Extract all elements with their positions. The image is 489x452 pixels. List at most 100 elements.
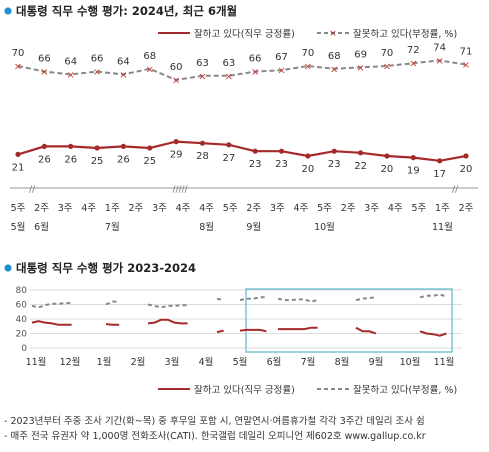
x-tick-week: 2주 bbox=[459, 203, 474, 214]
x-tick-month: 5월 bbox=[233, 356, 248, 368]
positive-point-marker bbox=[278, 148, 285, 154]
footnote-2: - 매주 전국 유권자 약 1,000명 전화조사(CATI). 한국갤럽 데일… bbox=[4, 431, 426, 442]
x-tick-week: 2주 bbox=[34, 203, 49, 214]
negative-data-label: 66 bbox=[38, 54, 51, 65]
negative-data-label: 70 bbox=[12, 48, 25, 59]
positive-data-label: 22 bbox=[354, 161, 367, 172]
x-tick-month: 11월 bbox=[434, 356, 455, 368]
negative-data-label: 74 bbox=[433, 42, 446, 53]
positive-data-label: 25 bbox=[143, 156, 156, 167]
negative-point-marker: × bbox=[146, 64, 154, 75]
x-tick-week: 2주 bbox=[246, 203, 261, 214]
series-negative-line bbox=[17, 59, 467, 82]
x-tick-week: 5주 bbox=[11, 203, 26, 214]
positive-point-marker bbox=[410, 155, 416, 161]
negative-data-label: 64 bbox=[64, 56, 77, 67]
x-tick-month: 7월 bbox=[301, 356, 316, 368]
positive-point-marker bbox=[199, 140, 206, 146]
x-tick-week: 1주 bbox=[105, 203, 120, 214]
x-tick-week: 4주 bbox=[199, 203, 214, 214]
negative-point-marker: × bbox=[198, 71, 206, 82]
negative-data-label: 68 bbox=[328, 51, 341, 62]
legend2-positive-label: 잘하고 있다(직무 긍정률) bbox=[194, 384, 295, 396]
series-negative-segment bbox=[105, 300, 120, 306]
x-tick-month: 8월 bbox=[335, 356, 350, 368]
x-tick-week: 4주 bbox=[388, 203, 403, 214]
positive-point-marker bbox=[68, 143, 74, 149]
legend-negative-marker: × bbox=[329, 29, 337, 39]
chart-title-1: 대통령 직무 수행 평가: 2024년, 최근 6개월 bbox=[16, 4, 237, 18]
positive-data-label: 23 bbox=[328, 159, 341, 170]
x-tick-month: 3월 bbox=[165, 356, 180, 368]
series-positive-segment bbox=[239, 328, 267, 333]
x-tick-month: 6월 bbox=[267, 356, 282, 368]
positive-data-label: 28 bbox=[196, 151, 209, 162]
negative-data-label: 68 bbox=[143, 51, 156, 62]
negative-data-label: 71 bbox=[460, 47, 473, 58]
x-tick-month: 5월 bbox=[11, 221, 26, 233]
positive-data-label: 17 bbox=[433, 169, 446, 180]
negative-point-marker: × bbox=[330, 64, 338, 75]
negative-point-marker: × bbox=[251, 67, 259, 78]
negative-point-marker: × bbox=[409, 59, 417, 70]
series-negative-segment bbox=[239, 296, 267, 302]
x-tick-week: 5주 bbox=[317, 203, 332, 214]
positive-point-marker bbox=[305, 153, 311, 159]
positive-point-marker bbox=[252, 148, 258, 154]
positive-data-label: 27 bbox=[222, 153, 235, 164]
series-positive-segment bbox=[216, 329, 224, 334]
negative-point-marker: × bbox=[304, 62, 312, 73]
negative-data-label: 64 bbox=[117, 56, 130, 67]
positive-point-marker bbox=[94, 145, 100, 151]
positive-point-marker bbox=[331, 148, 337, 154]
negative-data-label: 66 bbox=[91, 54, 104, 65]
legend-negative-label: 잘못하고 있다(부정률, %) bbox=[353, 28, 457, 40]
series-negative-segment bbox=[216, 297, 224, 302]
series-positive-segment bbox=[105, 323, 120, 326]
negative-point-marker: × bbox=[277, 66, 285, 77]
x-tick-week: 2주 bbox=[341, 203, 356, 214]
x-tick-week: 5주 bbox=[223, 203, 238, 214]
x-tick-week: 4주 bbox=[294, 203, 309, 214]
x-tick-month: 11월 bbox=[26, 356, 47, 368]
positive-data-label: 23 bbox=[249, 159, 262, 170]
x-tick-week: 4주 bbox=[176, 203, 191, 214]
positive-point-marker bbox=[120, 143, 127, 149]
negative-point-marker: × bbox=[383, 62, 391, 73]
negative-data-label: 69 bbox=[354, 49, 367, 60]
footnotes: - 2023년부터 주중 조사 기간(화~목) 중 후무일 포함 시, 연말연시… bbox=[4, 414, 486, 444]
negative-data-label: 70 bbox=[381, 48, 394, 59]
x-tick-month: 6월 bbox=[34, 221, 49, 233]
x-tick-week: 3주 bbox=[152, 203, 167, 214]
series-negative-segment bbox=[355, 296, 376, 302]
positive-data-label: 23 bbox=[275, 159, 288, 170]
negative-point-marker: × bbox=[225, 71, 233, 82]
chart-2: 0 20 40 60 80 11월 12월 1월 2월 3월 4월 5월 6월 7월 8월 9월 10월 11월 bbox=[16, 286, 462, 368]
positive-point-marker bbox=[173, 139, 179, 145]
axis-break-mark: // bbox=[452, 185, 459, 195]
negative-data-label: 66 bbox=[249, 54, 262, 65]
negative-point-marker: × bbox=[356, 63, 364, 74]
positive-data-label: 25 bbox=[91, 156, 104, 167]
positive-data-label: 29 bbox=[170, 150, 183, 161]
x-tick-week: 2주 bbox=[128, 203, 143, 214]
positive-data-label: 21 bbox=[12, 162, 25, 173]
axis-break-mark: ///// bbox=[172, 185, 188, 195]
axis-break-mark: // bbox=[29, 185, 36, 195]
y-tick-label: 40 bbox=[16, 315, 28, 325]
y-tick-label: 80 bbox=[16, 286, 28, 296]
positive-point-marker bbox=[384, 153, 390, 159]
x-tick-week: 5주 bbox=[411, 203, 426, 214]
positive-point-marker bbox=[357, 150, 364, 156]
negative-point-marker: × bbox=[435, 56, 443, 67]
negative-point-marker: × bbox=[462, 60, 470, 71]
highlight-recent-period bbox=[245, 288, 453, 353]
series-negative-segment bbox=[419, 293, 447, 299]
series-positive-segment bbox=[278, 326, 318, 331]
x-tick-month: 2월 bbox=[131, 356, 146, 368]
negative-point-marker: × bbox=[40, 67, 48, 78]
x-tick-month: 4월 bbox=[199, 356, 214, 368]
negative-data-label: 67 bbox=[275, 52, 288, 63]
positive-point-marker bbox=[463, 153, 469, 159]
y-tick-label: 0 bbox=[21, 344, 27, 354]
